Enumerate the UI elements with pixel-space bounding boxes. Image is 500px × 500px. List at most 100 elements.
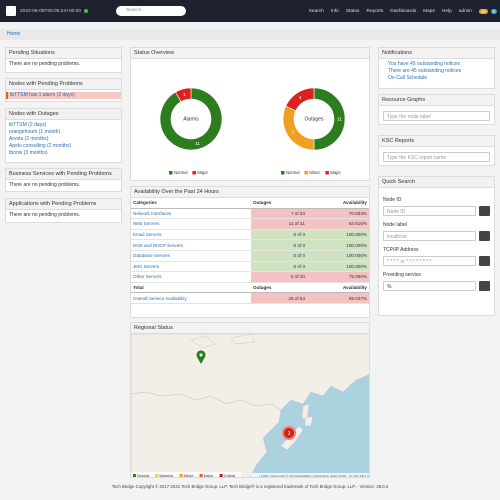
legend-swatch [325,171,329,175]
table-cell[interactable]: Other Servers [131,271,251,283]
panel-body: 11 1 Alarms Normal Major 11 7 4 Outages Normal Min… [131,59,369,180]
legend-swatch [155,474,159,477]
panel-text: There are no pending problems. [9,61,81,67]
nav-link[interactable]: Dashboards [390,8,417,14]
search-button[interactable] [479,206,490,216]
table-cell: 0 of 0 [251,239,307,251]
table-cell[interactable]: Web Servers [131,218,251,230]
availability-table: Categories Outages Availability Network Int… [131,198,369,304]
node-link[interactable]: tbTTSM (2 days) [9,122,47,128]
table-row: Email Servers 0 of 0 100.000% [131,229,369,241]
table-cell: 11 of 31 [251,218,307,230]
table-cell[interactable]: JMX Servers [131,261,251,273]
table-cell: 26 of 84 [251,292,307,304]
table-cell: Categories [131,198,251,209]
panel: Pending Situations There are no pending p… [5,47,122,73]
footer: Tech Bridge Copyright © 2017-2021 Tech B… [0,484,500,489]
legend-swatch [179,474,183,477]
table-cell: Total [131,282,251,294]
breadcrumb[interactable]: Home [7,31,21,37]
table-header: Total Outages Availability [131,282,369,294]
text-input[interactable]: *.*.*.* or *:*:*:*:*:*:*:* [383,256,476,266]
node-link[interactable]: tbTTSM has 1 alarm (2 days) [6,92,121,99]
land [230,333,256,345]
cluster-label: 3 [288,431,291,437]
table-cell: 100.000% [307,239,369,251]
search-button[interactable] [479,281,490,291]
panel: Regional Status 3 Normal Warning Minor Major C… [130,322,370,478]
table-cell: 69.047% [307,292,369,304]
nav-link[interactable]: Search [308,8,324,14]
table-cell[interactable]: Email Servers [131,229,251,241]
panel-title: Status Overview [131,48,369,59]
legend-swatch [199,474,203,477]
search-box[interactable]: Search... [115,6,186,16]
notification-link[interactable]: You have 45 outstanding notices [388,61,461,67]
badge[interactable]: 0 [490,8,497,14]
panel: Applications with Pending Problems There … [5,198,122,223]
legend-label: Normal [174,170,188,175]
table-cell[interactable]: Database Servers [131,250,251,262]
node-link[interactable]: orangeforum (1 month) [9,129,61,135]
legend-label: Major [197,170,208,175]
legend-label: Normal [137,474,149,478]
logo [6,6,16,16]
text-input[interactable]: localhost [383,231,476,241]
text-input[interactable]: Type the KSC report name [383,152,490,162]
table-cell[interactable]: Overall Service Availability [131,292,251,304]
nav-link[interactable]: Maps [423,8,435,14]
panel-title: Nodes with Outages [6,109,121,120]
nav-link[interactable]: Reports [366,8,384,14]
nav-link[interactable]: admin [458,8,472,14]
node-link[interactable]: Apelo consulting (2 months) [9,143,71,149]
legend-swatch [133,474,136,477]
breadcrumb-bar: Home [0,29,500,40]
search-button[interactable] [479,231,490,241]
land [304,415,314,427]
search-button[interactable] [479,256,490,266]
segment-label: 11 [195,141,200,147]
table-cell: 0 of 0 [251,250,307,262]
panel-body: There are no pending problems. [6,180,121,191]
donut-segment [282,105,315,151]
table-row: DNS and DHCP Servers 0 of 0 100.000% [131,239,369,251]
panel: KSC Reports Type the KSC report name [378,135,495,166]
panel-body: Type the node label [379,106,494,124]
nav-link[interactable]: Help [441,8,452,14]
search-placeholder: Search... [125,8,146,13]
map: 3 Normal Warning Minor Major Critical Leaflet … [131,333,369,478]
nav-link[interactable]: Status [345,8,360,14]
nav-link[interactable]: Info [330,8,339,14]
footer-text: Tech Bridge Copyright © 2017-2021 Tech B… [111,484,389,489]
marker-cluster[interactable] [282,426,296,440]
panel: Resource Graphs Type the node label [378,94,495,125]
legend-swatch [304,171,308,175]
text-input[interactable]: Type the node label [383,111,490,121]
map-marker[interactable] [196,350,206,364]
legend-swatch [281,171,285,175]
node-link[interactable]: Arvola (2 months) [9,136,49,142]
table-cell: 64.516% [307,218,369,230]
input-row: % [383,281,490,291]
table-cell[interactable]: DNS and DHCP Servers [131,239,251,251]
notification-link[interactable]: On-Call Schedule [388,75,428,81]
panel-title: Resource Graphs [379,95,494,106]
input-row: Node ID [383,206,490,216]
node-link[interactable]: tbonis (3 months) [9,150,48,156]
select[interactable]: % [383,281,476,291]
text-input[interactable]: Node ID [383,206,476,216]
table-cell: 100.000% [307,261,369,273]
table-row: Web Servers 11 of 31 64.516% [131,218,369,230]
field-label: Providing service [383,272,422,278]
badge[interactable]: 45 [478,8,488,14]
panel-body: Node ID Node ID Node label localhost TCP/IP … [379,188,494,294]
table-cell[interactable]: Network Interfaces [131,208,251,220]
field-label: TCP/IP Address [383,247,419,253]
notification-link[interactable]: There are 45 outstanding notices [388,68,462,74]
segment-label: 7 [291,130,294,136]
donut-segment [175,87,192,103]
panel-body: tbTTSM (2 days) orangeforum (1 month) Arvo… [6,120,121,159]
panel-title: Business Services with Pending Problems [6,169,121,180]
table-cell: 100.000% [307,229,369,241]
